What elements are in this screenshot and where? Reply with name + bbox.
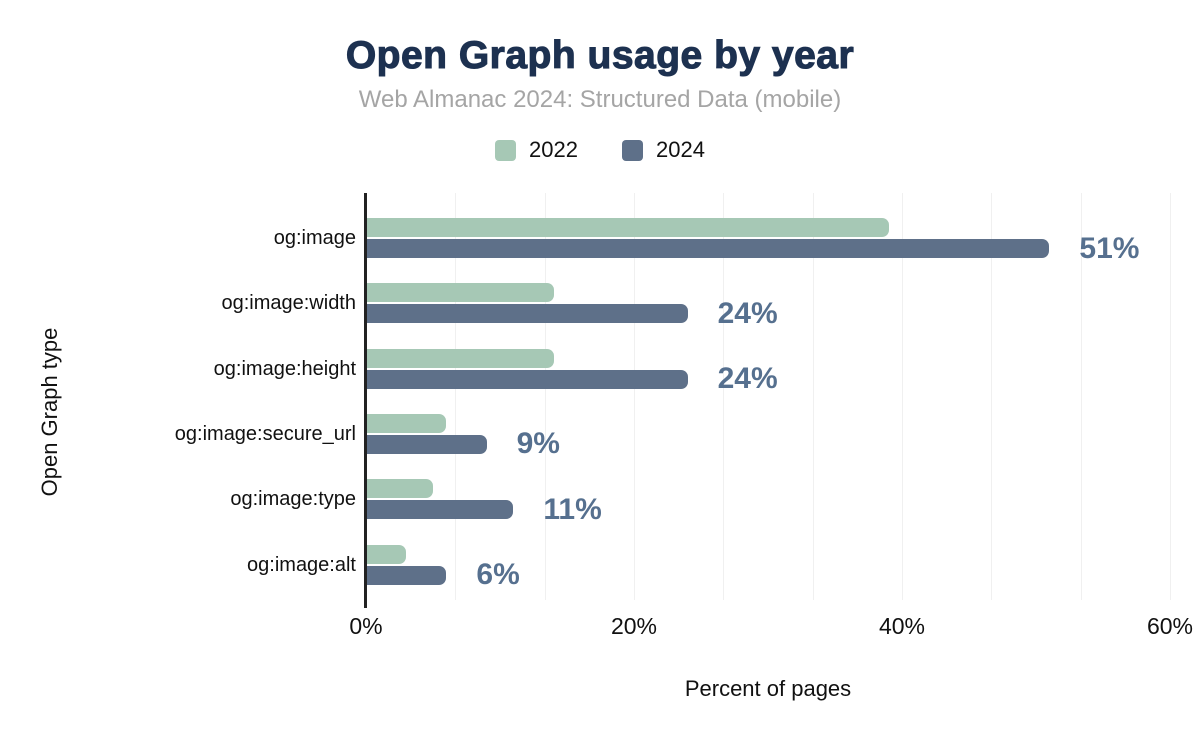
bar-2024-og-image-type	[366, 500, 514, 520]
x-tick-60pct: 60%	[1146, 613, 1194, 639]
gridline	[1170, 193, 1171, 600]
bar-2024-og-image-width	[366, 304, 688, 324]
x-axis-title: Percent of pages	[684, 676, 852, 701]
gridline	[991, 193, 993, 600]
gridline	[902, 193, 903, 600]
gridline	[1080, 193, 1082, 600]
x-tick-20pct: 20%	[610, 613, 658, 639]
bar-2022-og-image-height	[366, 348, 554, 368]
legend-swatch-2024	[622, 139, 643, 161]
bar-2022-og-image-secure-url	[366, 413, 447, 433]
bar-2024-og-image-alt	[366, 565, 447, 585]
category-label-og-image-alt: og:image:alt	[247, 553, 356, 576]
legend: 2022 2024	[0, 137, 1200, 163]
value-label-og-image-secure-url: 9%	[516, 427, 560, 461]
legend-label-2024: 2024	[656, 137, 705, 162]
category-label-og-image-type: og:image:type	[230, 488, 356, 511]
gridline	[723, 193, 725, 600]
category-label-og-image: og:image	[273, 227, 356, 249]
bar-2022-og-image	[366, 218, 889, 237]
bar-2024-og-image-height	[366, 369, 688, 389]
chart-title: Open Graph usage by year	[345, 33, 855, 77]
value-label-og-image: 51%	[1079, 231, 1140, 265]
chart-subtitle: Web Almanac 2024: Structured Data (mobil…	[358, 86, 842, 113]
gridline	[544, 193, 546, 600]
category-label-og-image-secure-url: og:image:secure_url	[174, 422, 356, 445]
value-label-og-image-type: 11%	[543, 492, 602, 526]
value-label-og-image-height: 24%	[717, 362, 778, 396]
bar-2022-og-image-type	[366, 479, 433, 499]
legend-swatch-2022	[495, 139, 517, 161]
bar-2022-og-image-alt	[366, 544, 407, 564]
x-tick-40pct: 40%	[878, 613, 926, 639]
gridline	[812, 193, 814, 600]
category-label-og-image-height: og:image:height	[213, 357, 356, 380]
legend-item-2022: 2022	[495, 137, 578, 163]
x-tick-0pct: 0%	[349, 613, 383, 639]
legend-label-2022: 2022	[529, 137, 578, 162]
category-label-og-image-width: og:image:width	[221, 292, 356, 315]
value-label-og-image-alt: 6%	[476, 558, 520, 591]
y-axis-title: Open Graph type	[37, 327, 62, 497]
gridline	[455, 193, 457, 600]
plot-area: 51% 24% 24% 9% 11% 6%	[366, 193, 1171, 600]
bar-2024-og-image	[366, 239, 1050, 258]
legend-item-2024: 2024	[622, 137, 705, 163]
value-label-og-image-width: 24%	[717, 296, 778, 330]
y-axis-line	[364, 193, 367, 608]
bar-2022-og-image-width	[366, 283, 554, 303]
bar-2024-og-image-secure-url	[366, 434, 487, 454]
gridline	[634, 193, 635, 600]
